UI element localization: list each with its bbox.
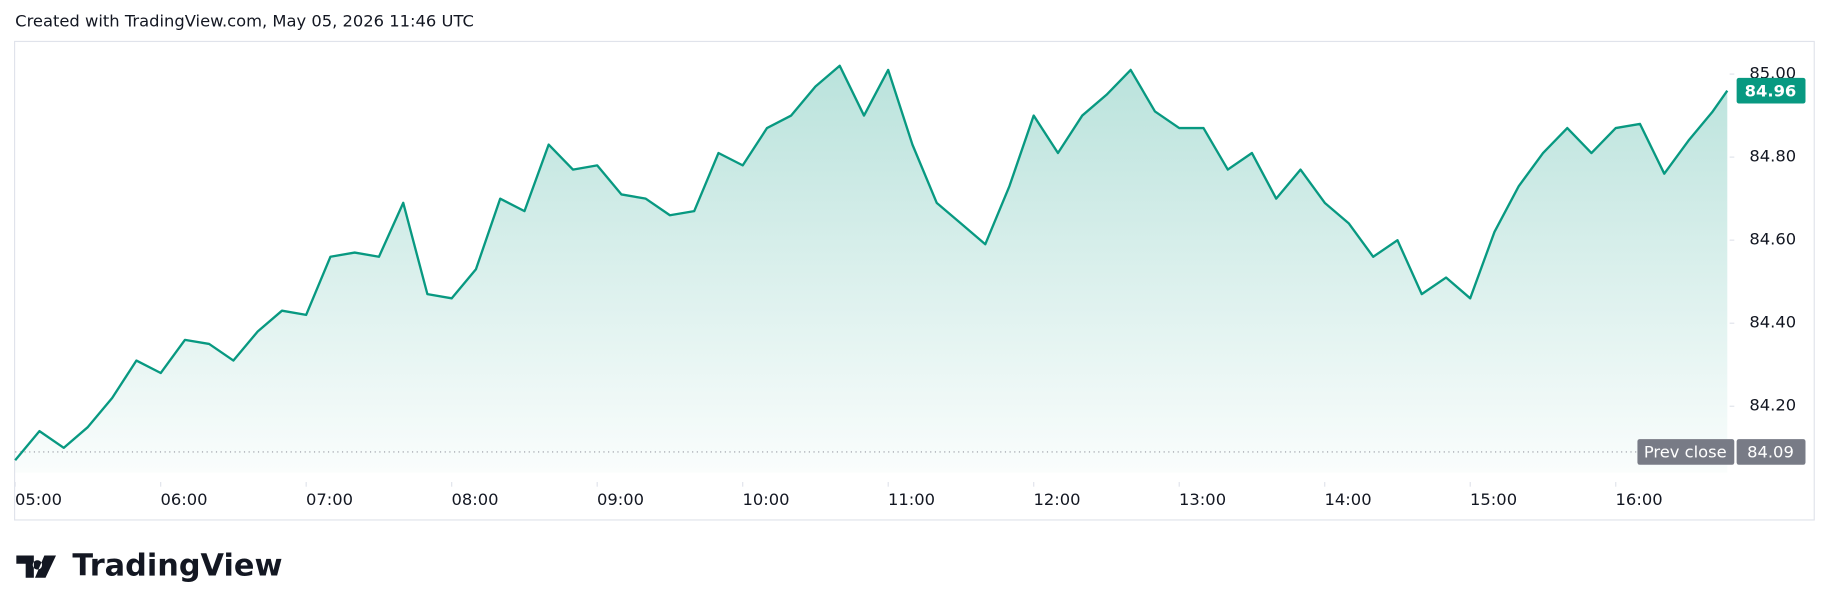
y-tick-label: 85.00 [1749,64,1796,83]
last-value-label: 84.96 [1745,81,1797,100]
y-tick-label: 84.40 [1749,313,1796,332]
x-tick-label: 15:00 [1470,490,1517,509]
x-tick-label: 09:00 [597,490,644,509]
prev-close-badge [1637,439,1735,465]
area-fill [15,65,1728,473]
y-tick-label: 84.20 [1749,396,1796,415]
frame [14,40,1815,521]
x-tick-label: 14:00 [1325,490,1372,509]
x-tick-label: 11:00 [888,490,935,509]
logo: TradingView [16,549,282,584]
y-tick-label: 84.80 [1749,147,1796,166]
last-value-badge [1736,77,1806,104]
price-line [14,64,1729,461]
x-tick-label: 08:00 [452,490,499,509]
x-tick-label: 06:00 [160,490,207,509]
x-tick-label: 16:00 [1616,490,1663,509]
x-tick-label: 05:00 [15,490,62,509]
header: Created with TradingView.com, May 05, 20… [15,12,474,31]
prev-close-value: 84.09 [1747,443,1794,462]
y-tick-label: 84.60 [1749,230,1796,249]
x-tick-label: 12:00 [1034,490,1081,509]
prev-close-value-badge [1736,439,1806,465]
x-tick-label: 07:00 [306,490,353,509]
brand: TradingView [72,549,282,584]
prev-close-label: Prev close [1644,443,1727,462]
x-tick-label: 10:00 [743,490,790,509]
x-tick-label: 13:00 [1179,490,1226,509]
